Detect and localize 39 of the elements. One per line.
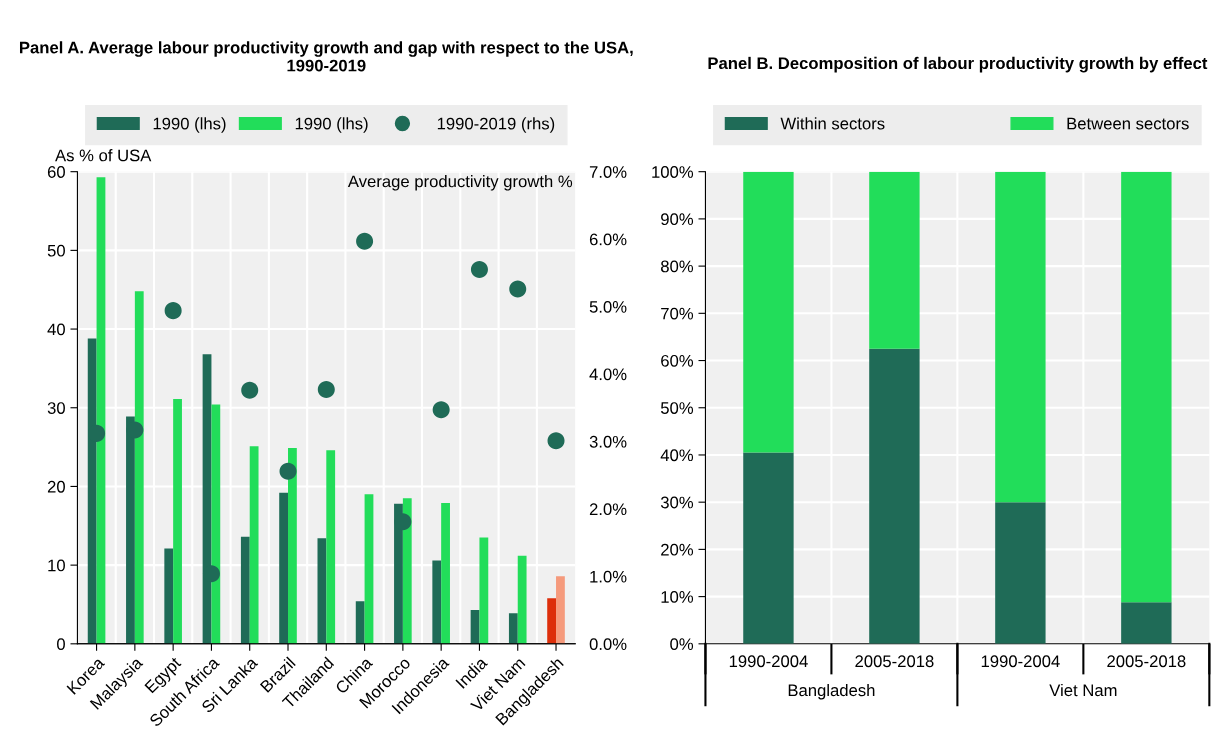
y-tick-label: 0 (57, 638, 65, 651)
y-tick-label: 50% (660, 402, 694, 414)
y-tick-label: 0% (670, 638, 694, 651)
y-tick-label: 50 (47, 244, 65, 257)
legend-label: 1990 (lhs) (153, 117, 226, 133)
y2-tick-label: 5.0% (589, 300, 627, 313)
y-tick-label: 60% (661, 354, 694, 367)
y2-tick-label: 1.0% (590, 570, 627, 583)
x-tick-label: 1990-2004 (729, 655, 808, 668)
y2-tick-label: 3.0% (589, 435, 627, 448)
y-tick-label: 90% (661, 213, 694, 226)
legend-label: 1990-2019 (rhs) (437, 117, 555, 133)
y-tick-label: 60 (47, 166, 65, 178)
y-tick-label: 30 (47, 402, 65, 414)
y-tick-label: 20 (47, 480, 65, 493)
y-tick-label: 40% (660, 449, 694, 462)
y-tick-label: 30% (660, 496, 694, 509)
y2-tick-label: 7.0% (589, 166, 627, 178)
y-tick-label: 100% (652, 166, 694, 178)
y-axis-title: As % of USA (55, 149, 152, 162)
y2-tick-label: 2.0% (589, 503, 627, 516)
y-tick-label: 70% (661, 307, 694, 320)
x-tick-label: 2005-2018 (855, 655, 934, 668)
x-tick-label: 1990-2004 (981, 655, 1060, 668)
y-tick-label: 40 (47, 323, 65, 336)
legend-label: Between sectors (1067, 117, 1189, 130)
legend-label: Within sectors (780, 117, 885, 130)
chart-title: Panel B. Decomposition of labour productivity growth by effect (708, 56, 1208, 73)
y2-tick-label: 0.0% (589, 638, 627, 651)
x-tick-label: 2005-2018 (1107, 655, 1186, 668)
y-tick-label: 80% (661, 260, 694, 273)
y-tick-label: 10 (48, 559, 65, 572)
y-tick-label: 10% (661, 591, 694, 603)
chart-title: Panel A. Average labour productivity growth and gap with respect to the USA, 1990-2019 (19, 41, 633, 72)
y2-tick-label: 4.0% (589, 368, 627, 381)
y2-tick-label: 6.0% (589, 233, 627, 246)
legend-label: 1990 (lhs) (295, 117, 368, 133)
y2-axis-title: Average productivity growth % (347, 175, 573, 191)
y-tick-label: 20% (661, 543, 694, 556)
